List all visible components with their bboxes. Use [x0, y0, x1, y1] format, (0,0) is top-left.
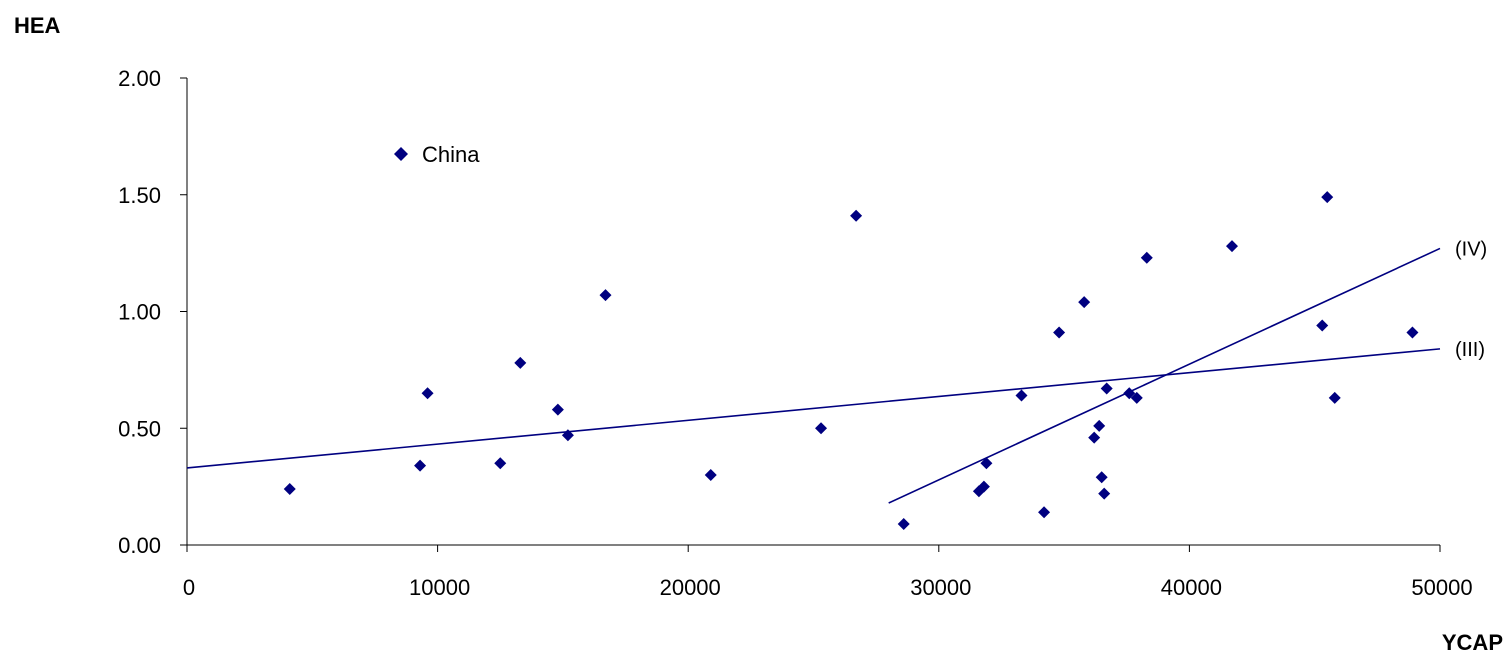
data-point — [1098, 487, 1111, 500]
data-point — [1088, 431, 1101, 444]
data-point — [1328, 391, 1341, 404]
x-tick-label: 40000 — [1161, 575, 1222, 600]
data-point — [421, 387, 434, 400]
data-point — [1321, 191, 1334, 204]
x-tick-label: 30000 — [910, 575, 971, 600]
data-point — [1100, 382, 1113, 395]
data-point — [980, 457, 993, 470]
x-tick-label: 50000 — [1411, 575, 1472, 600]
y-tick-label: 0.00 — [118, 533, 161, 558]
y-axis-ticks: 0.00 0.50 1.00 1.50 2.00 — [118, 66, 187, 558]
data-point — [1095, 471, 1108, 484]
x-axis-ticks: 0 10000 20000 30000 40000 50000 — [183, 545, 1473, 600]
trend-line — [186, 348, 1441, 469]
data-point — [561, 429, 574, 442]
data-point — [897, 517, 910, 530]
y-tick-label: 1.00 — [118, 300, 161, 325]
y-tick-label: 1.50 — [118, 183, 161, 208]
legend-label: China — [422, 142, 480, 167]
data-point — [1226, 240, 1239, 253]
y-axis-title: HEA — [14, 13, 61, 38]
data-point — [815, 422, 828, 435]
trend-line — [888, 247, 1441, 504]
data-point — [514, 356, 527, 369]
data-point — [1406, 326, 1419, 339]
trend-lines: (III) (IV) — [186, 238, 1487, 504]
x-tick-label: 10000 — [409, 575, 470, 600]
x-tick-label: 0 — [183, 575, 195, 600]
data-points — [283, 191, 1419, 530]
data-point — [850, 209, 863, 222]
data-point — [414, 459, 427, 472]
data-point — [1038, 506, 1051, 519]
data-point — [1140, 251, 1153, 264]
data-point — [1015, 389, 1028, 402]
data-point — [551, 403, 564, 416]
trend-line-label: (IV) — [1455, 238, 1487, 260]
data-point — [977, 480, 990, 493]
data-point — [599, 289, 612, 302]
data-point — [704, 468, 717, 481]
data-point — [1053, 326, 1066, 339]
data-point — [1123, 387, 1136, 400]
legend: China — [394, 142, 480, 167]
x-axis-title: YCAP — [1442, 630, 1503, 655]
data-point — [494, 457, 507, 470]
y-tick-label: 2.00 — [118, 66, 161, 91]
data-point — [1093, 419, 1106, 432]
data-point — [283, 482, 296, 495]
legend-marker — [394, 147, 408, 161]
data-point — [1078, 296, 1091, 309]
data-point — [1316, 319, 1329, 332]
y-tick-label: 0.50 — [118, 416, 161, 441]
x-tick-label: 20000 — [660, 575, 721, 600]
data-point — [1130, 391, 1143, 404]
trend-line-label: (III) — [1455, 339, 1485, 361]
